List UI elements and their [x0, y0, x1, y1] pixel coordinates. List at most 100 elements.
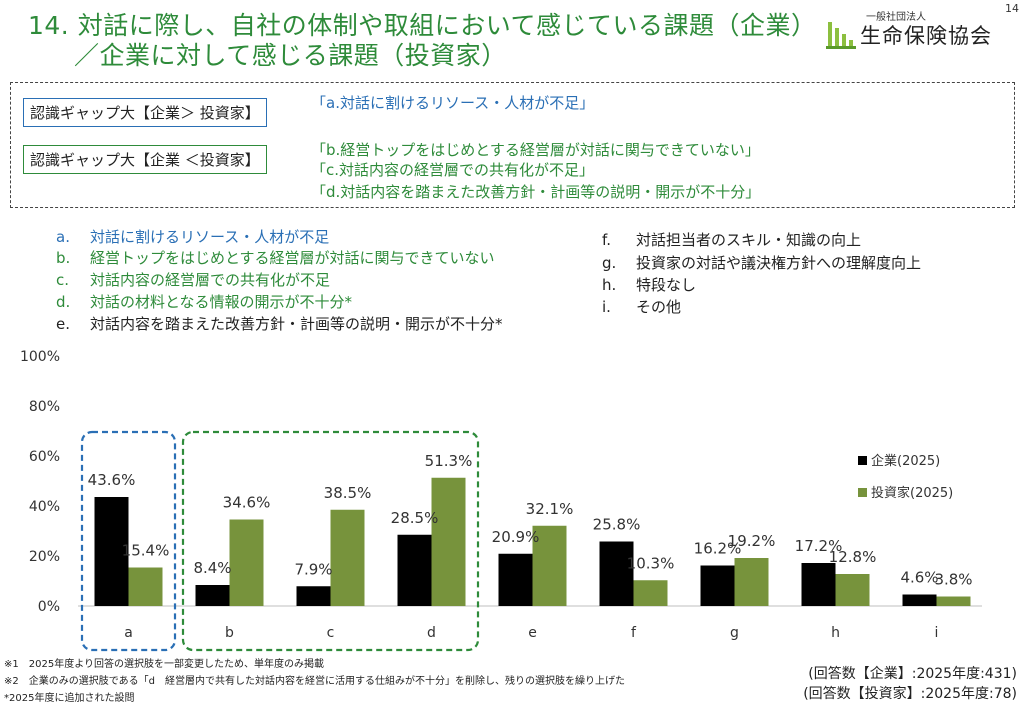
data-label-company-d: 28.5%: [391, 509, 439, 527]
data-label-investor-b: 34.6%: [223, 494, 271, 512]
data-label-company-h: 17.2%: [795, 537, 843, 555]
legend-swatch: [858, 488, 867, 497]
footnotes: ※1 2025年度より回答の選択肢を一部変更したため、単年度のみ掲載 ※2 企業…: [4, 656, 625, 707]
option-text: 対話の材料となる情報の開示が不十分*: [90, 293, 353, 311]
data-label-investor-a: 15.4%: [122, 542, 170, 560]
x-tick-label-b: b: [225, 625, 234, 641]
data-label-company-b: 8.4%: [193, 559, 231, 577]
x-tick-label-f: f: [631, 625, 637, 641]
bar-investor-f: [633, 580, 668, 606]
data-label-investor-h: 12.8%: [829, 548, 877, 566]
legend-swatch: [858, 456, 867, 465]
logo-mark-icon: [826, 22, 856, 49]
option-item-d: d. 対話の材料となる情報の開示が不十分*: [56, 291, 352, 312]
legend-label: 投資家(2025): [871, 485, 953, 501]
logo-name: 生命保険協会: [860, 24, 992, 48]
page-number: 14: [1005, 2, 1019, 15]
option-letter: b.: [56, 249, 71, 267]
option-item-i: i. その他: [602, 296, 681, 317]
y-tick-label: 40%: [29, 499, 60, 515]
y-tick-label: 80%: [29, 399, 60, 415]
bar-investor-h: [835, 574, 870, 606]
x-tick-label-d: d: [427, 625, 436, 641]
option-item-c: c. 対話内容の経営層での共有化が不足: [56, 269, 330, 290]
option-text: 対話に割けるリソース・人材が不足: [90, 228, 330, 246]
x-tick-label-a: a: [124, 625, 133, 641]
data-label-investor-f: 10.3%: [627, 554, 675, 572]
bar-company-g: [700, 565, 735, 606]
option-text: 対話担当者のスキル・知識の向上: [636, 231, 862, 249]
gap-item: 「b.経営トップをはじめとする経営層が対話に関与できていない」: [311, 141, 760, 159]
highlight-group-box: [181, 430, 480, 652]
bar-company-f: [599, 541, 634, 606]
bar-company-c: [296, 586, 331, 606]
data-label-investor-e: 32.1%: [526, 500, 574, 518]
option-item-e: e. 対話内容を踏まえた改善方針・計画等の説明・開示が不十分*: [56, 313, 503, 334]
bar-investor-a: [128, 567, 163, 606]
footnote: ※2 企業のみの選択肢である「d 経営層内で共有した対話内容を経営に活用する仕組…: [4, 676, 625, 687]
option-text: 対話内容を踏まえた改善方針・計画等の説明・開示が不十分*: [90, 315, 503, 333]
option-letter: g.: [602, 254, 617, 272]
bar-company-d: [397, 534, 432, 606]
page-title-line2: ／企業に対して感じる課題（投資家）: [74, 41, 507, 70]
x-tick-label-e: e: [528, 625, 537, 641]
gap-label-investor: 認識ギャップ大【企業 ＜投資家】: [23, 145, 267, 174]
data-label-investor-c: 38.5%: [324, 484, 372, 502]
bar-investor-d: [431, 477, 466, 606]
bar-company-a: [94, 497, 129, 606]
option-letter: d.: [56, 293, 71, 311]
option-item-b: b. 経営トップをはじめとする経営層が対話に関与できていない: [56, 247, 495, 268]
data-label-company-f: 25.8%: [593, 516, 641, 534]
x-tick-label-i: i: [935, 625, 939, 641]
gap-item: 「c.対話内容の経営層での共有化が不足」: [311, 161, 595, 179]
option-text: 特段なし: [636, 276, 697, 294]
bar-investor-b: [229, 519, 264, 606]
bar-company-h: [801, 563, 836, 606]
legend-label: 企業(2025): [871, 453, 940, 469]
bar-chart: 0% 20% 40% 60% 80% 100% 43.6% 15.4% a 8.4% 34.6% b 7…: [20, 349, 982, 652]
option-item-a: a. 対話に割けるリソース・人材が不足: [56, 226, 329, 247]
option-item-g: g. 投資家の対話や議決権方針への理解度向上: [602, 252, 921, 273]
option-letter: a.: [56, 228, 70, 246]
bar-company-b: [195, 585, 230, 606]
bar-company-e: [498, 553, 533, 606]
footnote: *2025年度に追加された設問: [4, 693, 135, 704]
gap-item: 「d.対話内容を踏まえた改善方針・計画等の説明・開示が不十分」: [311, 183, 761, 201]
data-label-investor-g: 19.2%: [728, 532, 776, 550]
recognition-gap-box: 認識ギャップ大【企業＞ 投資家】 認識ギャップ大【企業 ＜投資家】 「a.対話に…: [10, 82, 1015, 208]
logo-caption: 一般社団法人: [866, 12, 926, 23]
x-tick-label-h: h: [831, 625, 840, 641]
option-letter: h.: [602, 276, 617, 294]
y-tick-label: 60%: [29, 449, 60, 465]
gap-item: 「a.対話に割けるリソース・人材が不足」: [311, 94, 595, 112]
data-label-investor-i: 3.8%: [934, 571, 972, 589]
data-label-company-i: 4.6%: [900, 569, 938, 587]
bar-investor-i: [936, 596, 971, 606]
response-counts: (回答数【企業】:2025年度:431) (回答数【投資家】:2025年度:78…: [803, 664, 1017, 704]
option-item-f: f. 対話担当者のスキル・知識の向上: [602, 229, 861, 250]
y-tick-label: 0%: [38, 599, 60, 615]
bar-company-i: [902, 594, 937, 606]
response-count-company: (回答数【企業】:2025年度:431): [808, 666, 1017, 682]
data-label-company-g: 16.2%: [694, 540, 742, 558]
y-tick-label: 100%: [20, 349, 60, 365]
option-letter: c.: [56, 271, 70, 289]
option-text: その他: [636, 298, 682, 316]
gap-label-company: 認識ギャップ大【企業＞ 投資家】: [23, 98, 267, 127]
option-text: 投資家の対話や議決権方針への理解度向上: [636, 254, 922, 272]
option-text: 対話内容の経営層での共有化が不足: [90, 271, 331, 289]
data-label-investor-d: 51.3%: [425, 452, 473, 470]
bar-investor-g: [734, 558, 769, 606]
data-label-company-e: 20.9%: [492, 528, 540, 546]
bar-investor-c: [330, 509, 365, 606]
logo: 一般社団法人 生命保険協会: [826, 8, 1004, 52]
data-label-company-a: 43.6%: [88, 471, 136, 489]
response-count-investor: (回答数【投資家】:2025年度:78): [803, 686, 1017, 702]
page-title-line1: 14. 対話に際し、自社の体制や取組において感じている課題（企業）: [28, 11, 817, 40]
option-letter: i.: [602, 298, 611, 316]
x-tick-label-c: c: [327, 625, 335, 641]
option-letter: f.: [602, 231, 611, 249]
x-tick-label-g: g: [730, 625, 739, 641]
data-label-company-c: 7.9%: [294, 560, 332, 578]
y-tick-label: 20%: [29, 549, 60, 565]
